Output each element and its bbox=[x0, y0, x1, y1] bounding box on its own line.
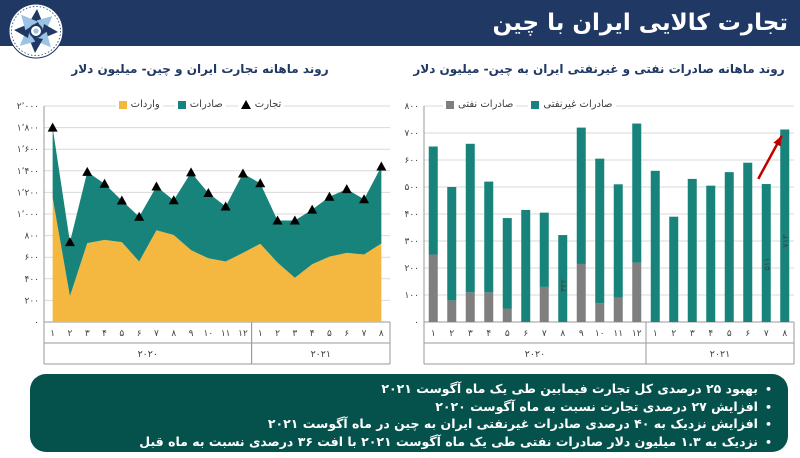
bar-value-labels: ۳۲۲ ۵۱۱ ۷۱۳ bbox=[559, 234, 790, 292]
bullet-item: •بهبود ۲۵ درصدی کل تجارت فیمابین طی یک م… bbox=[42, 381, 772, 399]
pinwheel-logo-icon bbox=[8, 3, 64, 59]
svg-text:۶: ۶ bbox=[137, 329, 142, 339]
svg-text:۷۱۳: ۷۱۳ bbox=[781, 234, 790, 248]
bar-series bbox=[428, 123, 790, 322]
trade-trend-chart-panel: روند ماهانه تجارت ایران و چین- میلیون دل… bbox=[2, 56, 398, 382]
bullet-dot: • bbox=[764, 435, 772, 449]
svg-text:۰: ۰ bbox=[414, 318, 419, 328]
svg-text:۸۰۰: ۸۰۰ bbox=[404, 102, 419, 112]
svg-text:۴۰۰: ۴۰۰ bbox=[404, 210, 419, 220]
svg-text:۱٬۶۰۰: ۱٬۶۰۰ bbox=[17, 145, 39, 155]
svg-text:۵۰۰: ۵۰۰ bbox=[404, 183, 419, 193]
exports-area bbox=[52, 127, 382, 297]
svg-text:۸: ۸ bbox=[560, 329, 565, 339]
svg-text:۳: ۳ bbox=[468, 329, 473, 339]
svg-text:۱۱: ۱۱ bbox=[221, 329, 231, 339]
svg-text:۱٬۰۰۰: ۱٬۰۰۰ bbox=[17, 210, 39, 220]
bullet-item: •افزایش نزدیک به ۴۰ درصدی صادرات غیرنفتی… bbox=[42, 416, 772, 434]
svg-text:۵: ۵ bbox=[119, 329, 124, 339]
svg-text:۱: ۱ bbox=[431, 329, 436, 339]
svg-text:۱۲: ۱۲ bbox=[632, 329, 642, 339]
svg-text:۶: ۶ bbox=[344, 329, 349, 339]
svg-text:۱۱: ۱۱ bbox=[613, 329, 623, 339]
trade-markers bbox=[47, 122, 387, 247]
chart-title: روند ماهانه تجارت ایران و چین- میلیون دل… bbox=[71, 62, 329, 76]
svg-text:۵: ۵ bbox=[505, 329, 510, 339]
svg-text:۴: ۴ bbox=[708, 329, 713, 339]
svg-text:۴: ۴ bbox=[310, 329, 315, 339]
svg-text:۴۰۰: ۴۰۰ bbox=[24, 275, 39, 285]
bullet-item: •افزایش ۲۷ درصدی تجارت نسبت به ماه آگوست… bbox=[42, 399, 772, 417]
svg-text:۴: ۴ bbox=[486, 329, 491, 339]
summary-box: •بهبود ۲۵ درصدی کل تجارت فیمابین طی یک م… bbox=[30, 374, 788, 452]
svg-text:۶۰۰: ۶۰۰ bbox=[24, 253, 39, 263]
page-title: تجارت کالایی ایران با چین bbox=[492, 10, 788, 36]
org-logo-icon bbox=[8, 3, 64, 59]
svg-text:۹: ۹ bbox=[579, 329, 584, 339]
svg-text:۲۰۲۱: ۲۰۲۱ bbox=[311, 349, 331, 360]
trade-area-chart-svg: ۰ ۲۰۰ ۴۰۰ ۶۰۰ ۸۰۰ ۱٬۰۰۰ ۱٬۲۰۰ ۱٬۴۰۰ ۱٬۶۰۰ ۱٬۸۰۰ ۲٬… bbox=[17, 102, 391, 365]
svg-text:۱٬۲۰۰: ۱٬۲۰۰ bbox=[17, 188, 39, 198]
svg-text:۵: ۵ bbox=[727, 329, 732, 339]
svg-text:۲: ۲ bbox=[671, 329, 676, 339]
svg-text:۷۰۰: ۷۰۰ bbox=[404, 129, 419, 139]
exports-chart-panel: روند ماهانه صادرات نفتی و غیرنفتی ایران … bbox=[398, 56, 800, 382]
svg-text:۵۱۱: ۵۱۱ bbox=[762, 258, 771, 271]
svg-text:۱۰۰: ۱۰۰ bbox=[404, 291, 419, 301]
svg-text:۱: ۱ bbox=[653, 329, 658, 339]
svg-text:۱۲: ۱۲ bbox=[238, 329, 248, 339]
svg-text:۳: ۳ bbox=[292, 329, 297, 339]
svg-text:۳۰۰: ۳۰۰ bbox=[404, 237, 419, 247]
svg-text:۸۰۰: ۸۰۰ bbox=[24, 232, 39, 242]
bullet-dot: • bbox=[764, 400, 772, 414]
svg-text:۴: ۴ bbox=[102, 329, 107, 339]
svg-text:۱٬۴۰۰: ۱٬۴۰۰ bbox=[17, 167, 39, 177]
svg-text:۱۰: ۱۰ bbox=[595, 329, 605, 339]
svg-text:۱٬۸۰۰: ۱٬۸۰۰ bbox=[17, 124, 39, 134]
svg-text:۲٬۰۰۰: ۲٬۰۰۰ bbox=[17, 102, 39, 112]
svg-text:۲۰۲۰: ۲۰۲۰ bbox=[525, 349, 545, 360]
highlight-arrow bbox=[757, 135, 783, 180]
svg-text:۲: ۲ bbox=[449, 329, 454, 339]
svg-text:۱۰: ۱۰ bbox=[204, 329, 214, 339]
svg-text:۷: ۷ bbox=[764, 329, 769, 339]
svg-text:۲: ۲ bbox=[68, 329, 73, 339]
svg-text:۶۰۰: ۶۰۰ bbox=[404, 156, 419, 166]
svg-text:۰: ۰ bbox=[34, 318, 39, 328]
svg-text:۲۰۲۱: ۲۰۲۱ bbox=[710, 349, 730, 360]
svg-text:۸: ۸ bbox=[782, 329, 787, 339]
svg-text:۷: ۷ bbox=[362, 329, 367, 339]
svg-text:۸: ۸ bbox=[171, 329, 176, 339]
svg-text:۶: ۶ bbox=[523, 329, 528, 339]
bullet-dot: • bbox=[764, 383, 772, 396]
header-bar bbox=[0, 0, 800, 46]
svg-text:۲۰۰: ۲۰۰ bbox=[24, 296, 39, 306]
svg-text:۳۲۲: ۳۲۲ bbox=[559, 279, 568, 292]
svg-text:۳: ۳ bbox=[85, 329, 90, 339]
svg-text:۵: ۵ bbox=[327, 329, 332, 339]
bullet-item: •نزدیک به ۱.۳ میلیون دلار صادرات نفتی طی… bbox=[42, 434, 772, 452]
chart-title: روند ماهانه صادرات نفتی و غیرنفتی ایران … bbox=[413, 62, 785, 76]
svg-text:۳: ۳ bbox=[690, 329, 695, 339]
svg-text:۲۰۰: ۲۰۰ bbox=[404, 264, 419, 274]
svg-text:۷: ۷ bbox=[542, 329, 547, 339]
svg-text:۱: ۱ bbox=[50, 329, 55, 339]
bullet-dot: • bbox=[764, 418, 772, 431]
svg-text:۲: ۲ bbox=[275, 329, 280, 339]
svg-text:۷: ۷ bbox=[154, 329, 159, 339]
svg-text:۱: ۱ bbox=[258, 329, 263, 339]
area-series bbox=[52, 127, 382, 322]
imports-area bbox=[52, 197, 382, 322]
svg-text:۸: ۸ bbox=[379, 329, 384, 339]
svg-text:۶: ۶ bbox=[745, 329, 750, 339]
svg-text:۲۰۲۰: ۲۰۲۰ bbox=[138, 349, 158, 360]
bullet-list: •بهبود ۲۵ درصدی کل تجارت فیمابین طی یک م… bbox=[42, 381, 772, 451]
svg-text:۹: ۹ bbox=[189, 329, 194, 339]
